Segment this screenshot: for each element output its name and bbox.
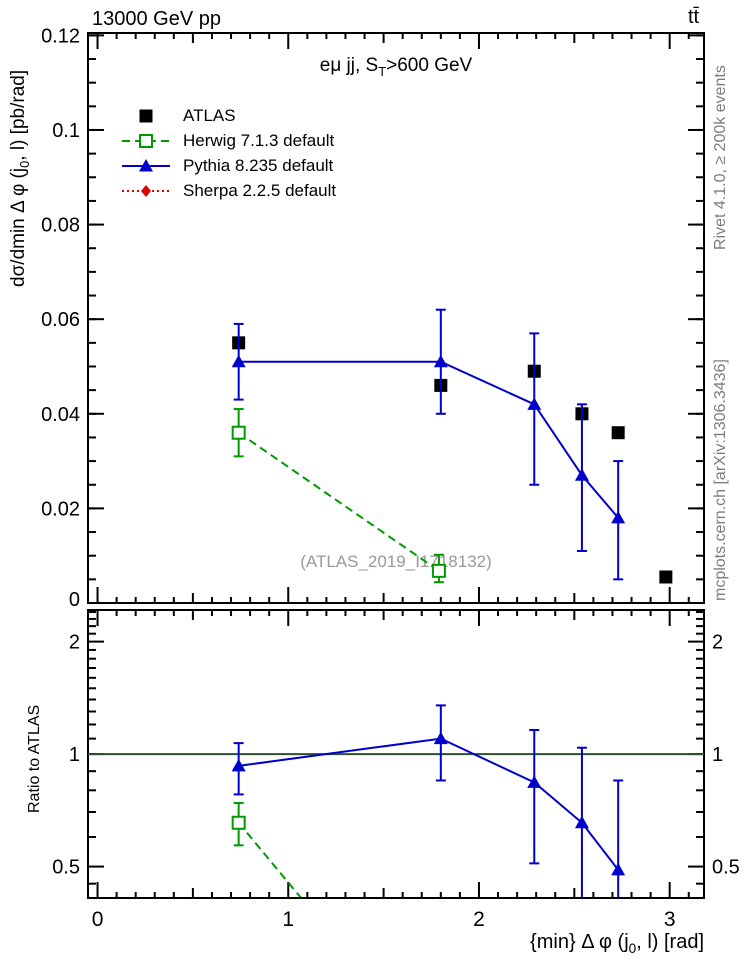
- legend-marker-sherpa: [122, 184, 170, 197]
- pythia-main-marker: [574, 468, 589, 481]
- ratio-y-tick-label-left: 0.5: [52, 857, 80, 879]
- legend-label-pythia: Pythia 8.235 default: [183, 155, 334, 175]
- main-y-tick-label: 0.08: [41, 215, 80, 237]
- herwig-legend-glyph: [139, 133, 153, 148]
- pythia-ratio-marker: [611, 862, 626, 876]
- pythia-main-line: [238, 360, 619, 519]
- herwig-main-marker: [231, 425, 246, 440]
- pythia-ratio-marker: [433, 731, 448, 745]
- herwig-main-line: [238, 431, 440, 572]
- ratio-y-tick-label-right: 0.5: [712, 857, 740, 879]
- legend-label-sherpa: Sherpa 2.2.5 default: [183, 180, 337, 200]
- legend-item-pythia: Pythia 8.235 default: [120, 153, 336, 178]
- pythia-main-marker: [231, 354, 246, 368]
- pythia-ratio-marker: [574, 815, 589, 829]
- pythia-main-marker: [611, 510, 626, 524]
- legend-marker-pythia: [122, 158, 170, 171]
- main-y-tick-label: 0.12: [41, 25, 80, 47]
- legend-marker-atlas: [139, 109, 153, 122]
- legend: ATLAS Herwig 7.1.3 default Pythia 8.235 de…: [120, 103, 336, 203]
- herwig-ratio-line: [237, 822, 302, 897]
- main-y-tick-label: 0.04: [41, 404, 80, 426]
- x-tick-label: 2: [473, 908, 485, 931]
- herwig-main-marker: [431, 563, 446, 578]
- pythia-ratio-line: [238, 737, 619, 871]
- beam-title: 13000 GeV pp: [92, 8, 221, 30]
- herwig-ratio-marker: [231, 815, 246, 830]
- legend-label-atlas: ATLAS: [183, 105, 236, 125]
- x-tick-label: 0: [92, 908, 104, 931]
- pythia-legend-glyph: [139, 158, 153, 171]
- x-tick-label: 3: [664, 908, 676, 931]
- main-panel-frame: [87, 32, 705, 604]
- legend-label-herwig: Herwig 7.1.3 default: [183, 130, 335, 150]
- ratio-y-tick-label-left: 1: [69, 744, 80, 766]
- pythia-ratio-marker: [527, 775, 542, 788]
- pythia-ratio-marker: [231, 758, 246, 772]
- main-y-tick-label: 0.06: [41, 309, 80, 331]
- x-axis-title: {min} Δ φ (j0, l) [rad]: [530, 931, 704, 956]
- sherpa-legend-glyph: [141, 184, 151, 197]
- ratio-y-tick-label-right: 2: [712, 632, 723, 654]
- main-y-tick-label: 0: [69, 589, 80, 611]
- legend-item-atlas: ATLAS: [120, 103, 336, 128]
- pythia-main-marker: [433, 354, 448, 368]
- legend-item-herwig: Herwig 7.1.3 default: [120, 128, 336, 153]
- atlas-main-marker: [611, 426, 625, 440]
- observable-subtitle: eμ jj, ST>600 GeV: [319, 55, 473, 79]
- ratio-y-tick-label-left: 2: [69, 632, 80, 654]
- x-tick-label: 1: [282, 908, 294, 931]
- main-y-tick-label: 0.02: [41, 498, 80, 520]
- atlas-main-marker: [659, 570, 673, 584]
- legend-marker-herwig: [122, 133, 170, 148]
- main-y-tick-label: 0.1: [52, 120, 80, 142]
- pythia-main-marker: [527, 397, 542, 410]
- process-title: tt̄: [688, 6, 700, 28]
- legend-item-sherpa: Sherpa 2.2.5 default: [120, 178, 336, 203]
- atlas-legend-glyph: [139, 109, 153, 122]
- ratio-y-tick-label-right: 1: [712, 744, 723, 766]
